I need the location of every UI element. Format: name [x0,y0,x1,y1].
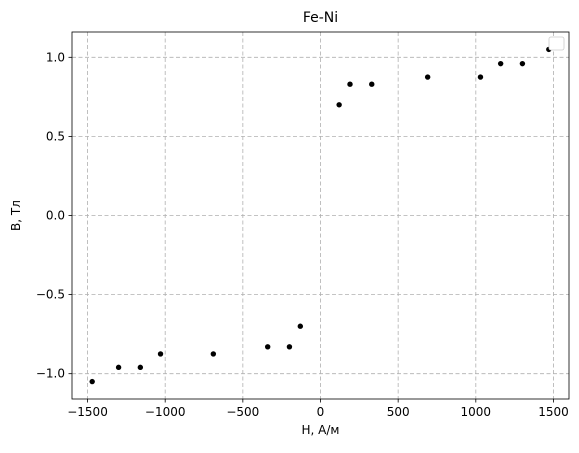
data-points [89,46,552,385]
y-tick-label: −1.0 [36,367,65,381]
chart-title: Fe-Ni [303,10,338,26]
x-tick-label: 1000 [461,405,492,419]
data-point [497,60,504,67]
x-axis-label: H, А/м [302,423,340,437]
data-point [264,344,271,350]
data-point [336,102,342,108]
axis-ticks: −1500 −1000 −500 0 500 1000 1500 −1.0 −0.5 0.0 0.5… [36,50,569,419]
x-tick-label: 1500 [538,405,569,419]
x-tick-label: 0 [317,405,325,419]
legend-box [548,36,565,51]
x-tick-label: −500 [226,405,259,419]
data-point [89,378,95,385]
data-point [477,74,484,80]
y-axis-label: B, Тл [9,200,23,231]
data-point [286,344,293,350]
data-point [369,81,375,87]
data-point [519,60,526,67]
data-point [115,364,122,371]
data-point [424,74,431,80]
data-point [157,351,164,357]
x-tick-label: −1000 [145,405,186,419]
data-point [210,351,217,357]
data-point [297,323,304,329]
x-tick-label: −1500 [67,405,108,419]
data-point [137,364,144,371]
legend [548,36,565,51]
y-tick-label: 0.5 [46,129,65,143]
y-tick-label: 1.0 [46,50,65,64]
x-tick-label: 500 [387,405,410,419]
grid [72,32,569,399]
y-tick-label: −0.5 [36,288,65,302]
y-tick-label: 0.0 [46,209,65,223]
data-point [347,81,353,87]
